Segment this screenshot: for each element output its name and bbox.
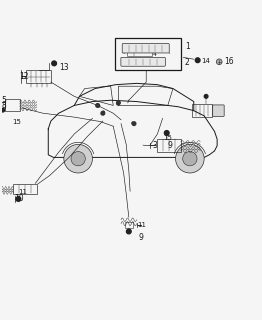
Bar bbox=[114, 38, 181, 70]
Text: 13: 13 bbox=[59, 63, 69, 72]
Bar bbox=[6, 99, 20, 111]
FancyBboxPatch shape bbox=[122, 44, 169, 53]
Polygon shape bbox=[117, 103, 118, 105]
Circle shape bbox=[127, 229, 131, 234]
Text: 3: 3 bbox=[152, 141, 157, 150]
Bar bbox=[26, 70, 51, 83]
Circle shape bbox=[183, 152, 197, 166]
Bar bbox=[157, 139, 181, 152]
Text: 5: 5 bbox=[1, 96, 6, 105]
FancyBboxPatch shape bbox=[213, 105, 224, 116]
Text: 11: 11 bbox=[18, 189, 27, 196]
Bar bbox=[193, 104, 212, 117]
Text: 6: 6 bbox=[217, 105, 222, 114]
Circle shape bbox=[164, 131, 169, 135]
Circle shape bbox=[176, 144, 204, 173]
Circle shape bbox=[195, 58, 200, 63]
Text: 15: 15 bbox=[13, 118, 21, 124]
Circle shape bbox=[71, 152, 85, 166]
Polygon shape bbox=[103, 111, 105, 113]
Text: 9: 9 bbox=[167, 141, 172, 150]
Bar bbox=[125, 222, 133, 228]
Text: 10: 10 bbox=[14, 195, 24, 204]
Circle shape bbox=[52, 61, 56, 66]
Polygon shape bbox=[98, 106, 100, 107]
Circle shape bbox=[117, 101, 120, 105]
Bar bbox=[13, 184, 37, 194]
Circle shape bbox=[64, 144, 92, 173]
Text: 15: 15 bbox=[163, 135, 172, 141]
FancyBboxPatch shape bbox=[121, 57, 165, 66]
Circle shape bbox=[101, 111, 105, 115]
Text: 14: 14 bbox=[201, 58, 210, 64]
Text: 1: 1 bbox=[185, 43, 190, 52]
Text: 12: 12 bbox=[20, 72, 29, 81]
Text: 8: 8 bbox=[1, 101, 6, 110]
Circle shape bbox=[1, 108, 5, 112]
Text: 4: 4 bbox=[153, 52, 157, 57]
Circle shape bbox=[216, 59, 222, 65]
Text: 16: 16 bbox=[224, 57, 234, 66]
Bar bbox=[0, 102, 5, 108]
Polygon shape bbox=[132, 122, 134, 124]
Circle shape bbox=[96, 104, 100, 107]
Text: 11: 11 bbox=[137, 222, 146, 228]
Circle shape bbox=[132, 122, 136, 125]
Bar bbox=[127, 52, 151, 56]
Circle shape bbox=[16, 196, 21, 201]
Text: 9: 9 bbox=[138, 233, 143, 243]
Text: 2: 2 bbox=[185, 58, 190, 67]
Circle shape bbox=[204, 94, 208, 98]
